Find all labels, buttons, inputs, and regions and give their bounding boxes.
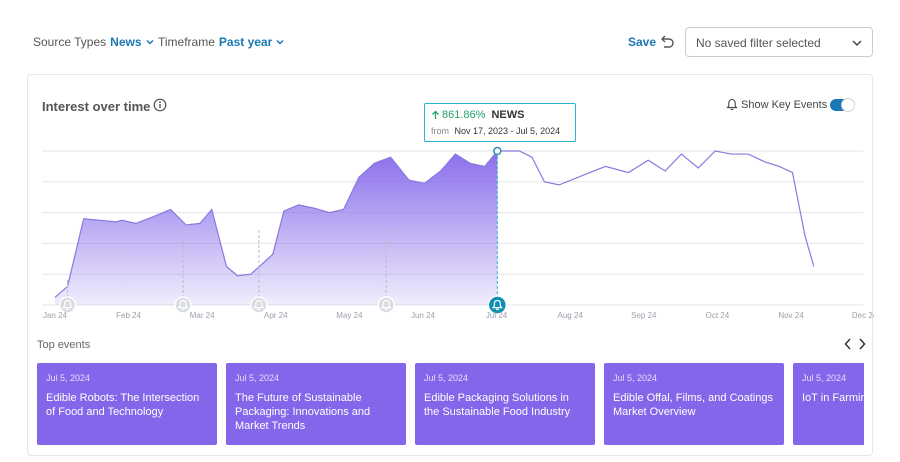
interest-over-time-panel: Interest over time Show Key Events Jan 2… (27, 74, 874, 456)
key-event-marker[interactable] (487, 295, 508, 315)
chevron-left-icon[interactable] (843, 337, 853, 351)
tooltip-range: Nov 17, 2023 - Jul 5, 2024 (454, 126, 561, 136)
event-date: Jul 5, 2024 (46, 373, 91, 383)
event-card[interactable]: Jul 5, 2024 IoT in Farming: Computing S.… (793, 363, 864, 445)
save-button[interactable]: Save (628, 35, 657, 49)
chevron-down-icon (145, 39, 154, 45)
event-title: Edible Robots: The Intersection of Food … (46, 392, 200, 418)
event-date: Jul 5, 2024 (424, 373, 469, 383)
chevron-right-icon[interactable] (857, 337, 867, 351)
bell-icon (726, 98, 738, 111)
key-event-marker[interactable] (250, 296, 268, 314)
saved-filter-select[interactable]: No saved filter selected (685, 27, 873, 57)
timeframe-label: Timeframe (158, 35, 215, 49)
x-tick-label: Feb 24 (116, 311, 141, 320)
top-events-title: Top events (37, 339, 91, 351)
x-tick-label: May 24 (336, 311, 363, 320)
key-events-toggle[interactable] (830, 98, 855, 112)
event-card[interactable]: Jul 5, 2024 Edible Offal, Films, and Coa… (604, 363, 784, 445)
bell-icon (380, 299, 392, 311)
x-tick-label: Jun 24 (411, 311, 436, 320)
key-event-marker[interactable] (58, 296, 77, 314)
source-types-value: News (110, 35, 142, 49)
chart-tooltip: 861.86% NEWS from Nov 17, 2023 - Jul 5, … (424, 103, 576, 142)
arrow-up-icon (432, 110, 439, 119)
bell-icon (253, 299, 265, 311)
tooltip-from-label: from (431, 126, 449, 136)
event-title: Edible Offal, Films, and Coatings Market… (613, 392, 773, 418)
event-date: Jul 5, 2024 (235, 373, 280, 383)
event-card[interactable]: Jul 5, 2024 Edible Robots: The Intersect… (37, 363, 217, 445)
tooltip-change: 861.86% (442, 109, 486, 121)
timeframe-value: Past year (218, 35, 273, 49)
event-date: Jul 5, 2024 (613, 373, 658, 383)
filter-toolbar: Source Types News Timeframe Past year Sa… (0, 0, 900, 70)
info-icon[interactable] (153, 98, 167, 112)
show-key-events: Show Key Events (726, 98, 827, 111)
highlight-point (493, 146, 502, 156)
event-title: IoT in Farming: Computing S... (802, 392, 864, 404)
x-tick-label: Nov 24 (778, 311, 804, 320)
x-tick-label: Apr 24 (264, 311, 288, 320)
key-event-marker[interactable] (174, 296, 192, 314)
key-event-marker[interactable] (377, 296, 395, 314)
x-tick-label: Sep 24 (631, 311, 657, 320)
marker-circle (487, 295, 508, 315)
x-tick-label: Dec 24 (852, 311, 874, 320)
marker-circle (377, 296, 395, 314)
event-title: The Future of Sustainable Packaging: Inn… (235, 392, 371, 432)
series-area-fill (55, 151, 498, 305)
chevron-down-icon (276, 39, 284, 45)
event-card[interactable]: Jul 5, 2024 The Future of Sustainable Pa… (226, 363, 406, 445)
x-tick-label: Jul 24 (486, 311, 508, 320)
source-types-filter[interactable]: Source Types News (33, 35, 155, 49)
panel-title: Interest over time (42, 99, 151, 114)
x-tick-label: Mar 24 (190, 311, 215, 320)
interest-chart[interactable]: Jan 24 Feb 24 Mar 24 Apr 24 May 24 Jun 24 Jul … (28, 75, 874, 325)
x-tick-label: Jan 24 (43, 311, 68, 320)
toggle-knob (841, 98, 855, 112)
x-tick-label: Oct 24 (706, 311, 730, 320)
tooltip-series: NEWS (491, 109, 525, 121)
chevron-down-icon (852, 40, 862, 47)
source-types-label: Source Types (33, 35, 107, 49)
marker-circle (58, 296, 77, 314)
bell-icon (491, 299, 503, 311)
marker-circle (250, 296, 268, 314)
saved-filter-value: No saved filter selected (696, 36, 821, 50)
event-date: Jul 5, 2024 (802, 373, 847, 383)
show-key-events-label: Show Key Events (741, 98, 828, 111)
bell-icon (62, 299, 74, 311)
x-tick-label: Aug 24 (558, 311, 584, 320)
marker-circle (174, 296, 192, 314)
timeframe-filter[interactable]: Timeframe Past year (158, 35, 285, 49)
event-title: Edible Packaging Solutions in the Sustai… (424, 392, 571, 418)
undo-icon[interactable] (659, 34, 675, 50)
series-line (54, 150, 815, 298)
event-card[interactable]: Jul 5, 2024 Edible Packaging Solutions i… (415, 363, 595, 445)
top-events-carousel: Jul 5, 2024 Edible Robots: The Intersect… (37, 363, 864, 447)
bell-icon (177, 299, 189, 311)
